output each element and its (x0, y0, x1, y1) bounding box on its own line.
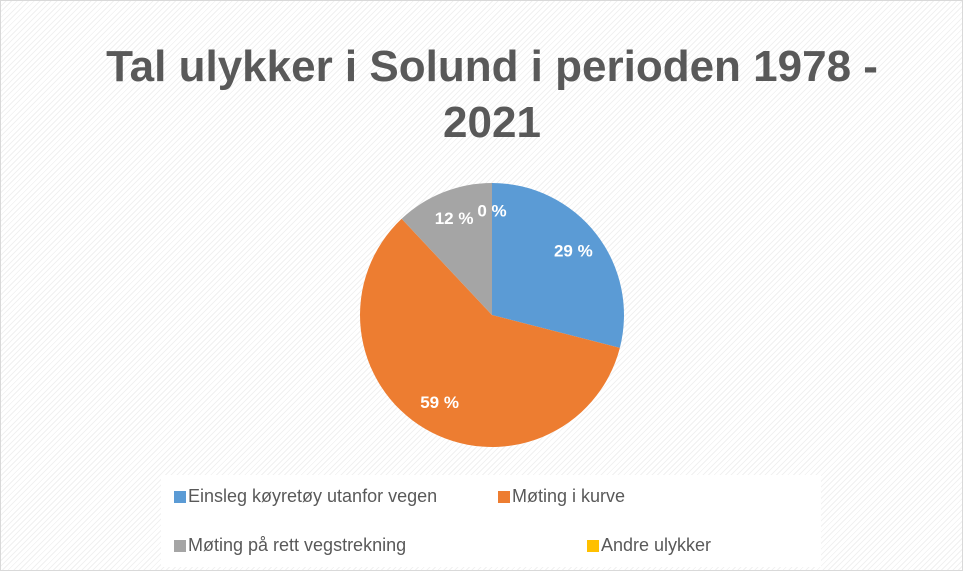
chart-title: Tal ulykker i Solund i perioden 1978 - 2… (106, 42, 878, 147)
pie-slice (359, 218, 620, 447)
pie-slice (492, 183, 624, 348)
legend-label: Einsleg køyretøy utanfor vegen (188, 486, 437, 506)
legend-box (161, 475, 821, 567)
data-label: 12 % (435, 209, 474, 228)
data-label: 59 % (420, 393, 459, 412)
data-label: 0 % (477, 202, 506, 221)
legend-swatch (174, 491, 186, 503)
legend-swatch (587, 540, 599, 552)
data-label: 29 % (554, 241, 593, 260)
legend-label: Møting på rett vegstrekning (188, 535, 406, 555)
legend-swatch (174, 540, 186, 552)
legend-label: Møting i kurve (512, 486, 625, 506)
pie-slice (401, 183, 492, 315)
legend-label: Andre ulykker (601, 535, 711, 555)
legend-swatch (498, 491, 510, 503)
